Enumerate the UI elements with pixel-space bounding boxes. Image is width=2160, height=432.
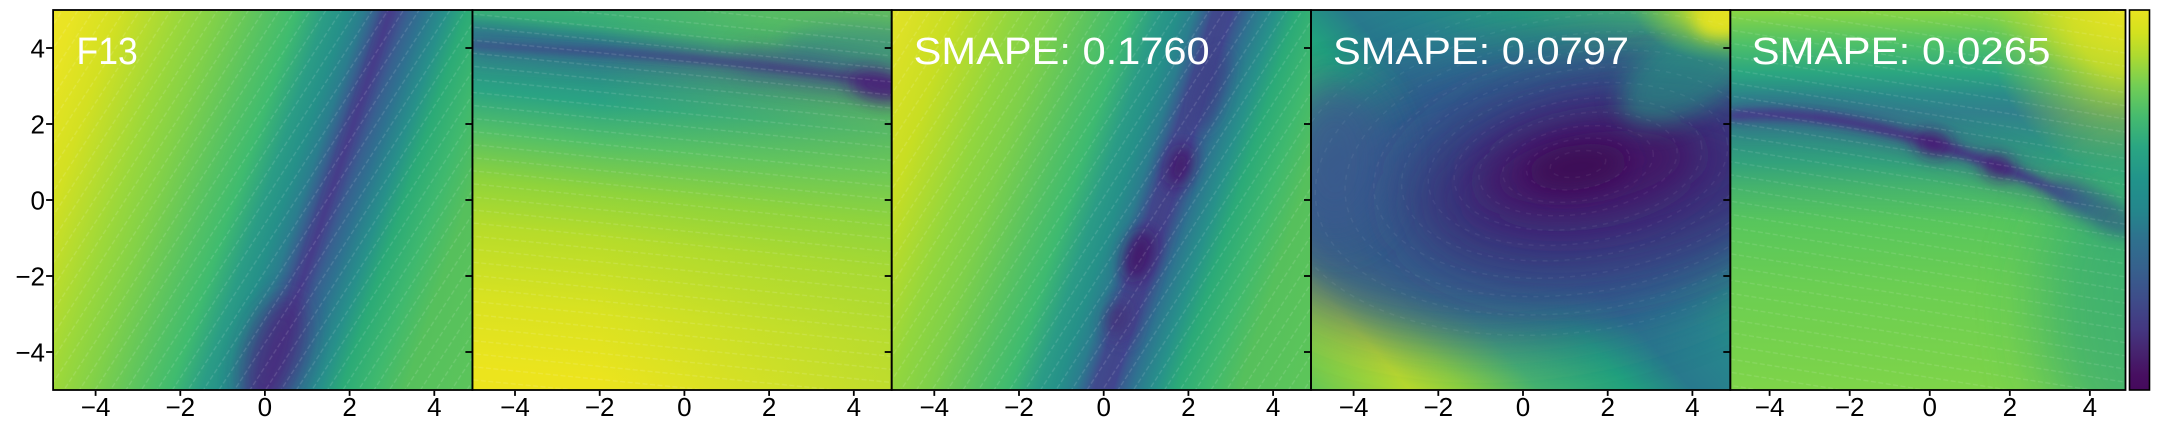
svg-text:SMAPE: 0.0797: SMAPE: 0.0797 [1333,31,1629,73]
svg-text:4: 4 [847,392,861,422]
svg-text:4: 4 [31,33,45,63]
svg-text:−2: −2 [1423,392,1453,422]
svg-text:−4: −4 [1755,392,1785,422]
svg-text:2: 2 [342,392,356,422]
svg-text:0: 0 [31,185,45,215]
svg-text:2: 2 [1181,392,1195,422]
svg-text:SMAPE: 0.1760: SMAPE: 0.1760 [914,31,1210,73]
svg-text:2: 2 [1600,392,1614,422]
svg-text:−2: −2 [15,261,45,291]
svg-text:−2: −2 [1004,392,1034,422]
svg-text:4: 4 [2083,392,2097,422]
svg-text:−4: −4 [15,337,45,367]
svg-text:0: 0 [1096,392,1110,422]
svg-text:−4: −4 [919,392,949,422]
svg-text:0: 0 [1923,392,1937,422]
svg-text:−4: −4 [1339,392,1369,422]
svg-text:−4: −4 [500,392,530,422]
svg-text:SMAPE: 0.0265: SMAPE: 0.0265 [1752,31,2051,73]
svg-text:2: 2 [762,392,776,422]
svg-text:0: 0 [258,392,272,422]
svg-text:4: 4 [427,392,441,422]
svg-text:−4: −4 [81,392,111,422]
svg-text:4: 4 [1266,392,1280,422]
svg-text:0: 0 [677,392,691,422]
svg-text:2: 2 [31,109,45,139]
svg-text:0: 0 [1516,392,1530,422]
svg-text:4: 4 [1685,392,1699,422]
svg-text:−2: −2 [165,392,195,422]
svg-text:−2: −2 [1835,392,1865,422]
svg-text:2: 2 [2003,392,2017,422]
svg-text:−2: −2 [585,392,615,422]
svg-text:F13: F13 [77,31,138,73]
